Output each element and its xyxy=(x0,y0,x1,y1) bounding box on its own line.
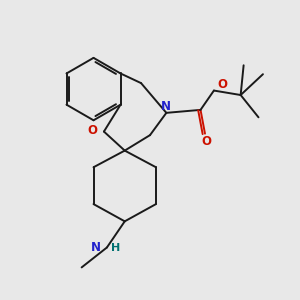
Text: N: N xyxy=(161,100,171,113)
Text: O: O xyxy=(201,136,211,148)
Text: H: H xyxy=(111,243,120,253)
Text: O: O xyxy=(217,77,227,91)
Text: N: N xyxy=(91,241,100,254)
Text: O: O xyxy=(88,124,98,137)
